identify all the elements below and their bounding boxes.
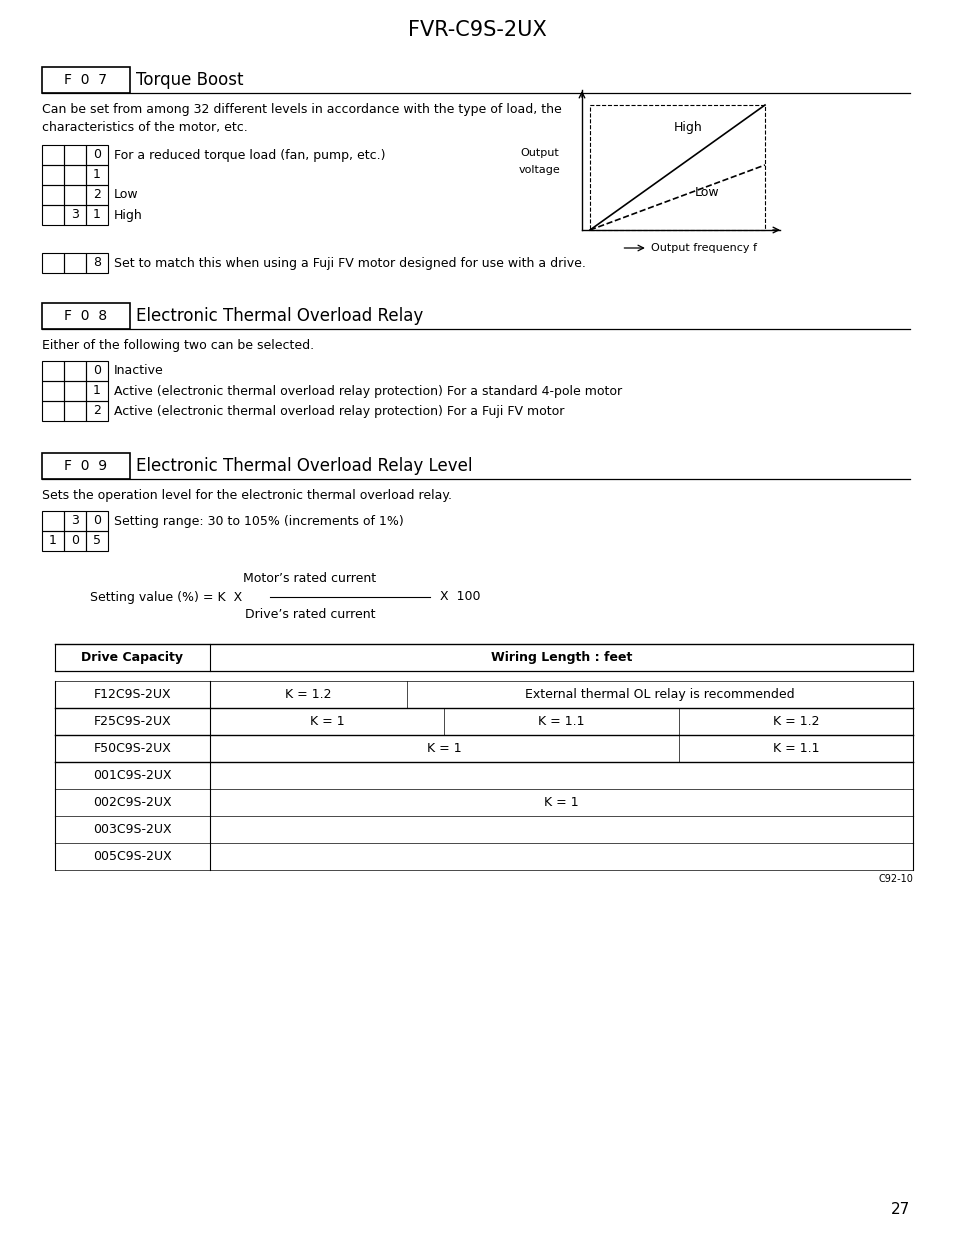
Text: F12C9S-2UX: F12C9S-2UX <box>93 688 172 701</box>
Text: 5: 5 <box>92 535 101 547</box>
Bar <box>64 401 86 421</box>
Text: 2: 2 <box>93 189 101 201</box>
Text: Sets the operation level for the electronic thermal overload relay.: Sets the operation level for the electro… <box>42 489 452 501</box>
Text: High: High <box>673 121 702 135</box>
Text: Electronic Thermal Overload Relay Level: Electronic Thermal Overload Relay Level <box>136 457 472 475</box>
Text: 2: 2 <box>93 405 101 417</box>
Bar <box>64 511 86 531</box>
Bar <box>86 361 108 382</box>
Bar <box>42 303 130 329</box>
Text: 0: 0 <box>71 535 79 547</box>
Bar <box>42 511 64 531</box>
Text: F  0  9: F 0 9 <box>65 459 108 473</box>
Bar <box>42 531 64 551</box>
Bar <box>64 253 86 273</box>
Text: characteristics of the motor, etc.: characteristics of the motor, etc. <box>42 121 248 133</box>
Text: K = 1.2: K = 1.2 <box>285 688 332 701</box>
Text: Either of the following two can be selected.: Either of the following two can be selec… <box>42 338 314 352</box>
Bar <box>64 205 86 225</box>
Bar <box>86 185 108 205</box>
Bar <box>42 185 64 205</box>
Text: F  0  7: F 0 7 <box>65 73 108 86</box>
Bar <box>589 105 764 230</box>
Text: F25C9S-2UX: F25C9S-2UX <box>93 715 172 727</box>
Text: Low: Low <box>695 186 719 199</box>
Text: K = 1: K = 1 <box>543 797 578 809</box>
Text: F  0  8: F 0 8 <box>65 309 108 324</box>
Text: Electronic Thermal Overload Relay: Electronic Thermal Overload Relay <box>136 308 423 325</box>
Bar <box>86 531 108 551</box>
Text: External thermal OL relay is recommended: External thermal OL relay is recommended <box>524 688 794 701</box>
Bar <box>42 67 130 93</box>
Bar <box>64 165 86 185</box>
Bar <box>64 382 86 401</box>
Text: 3: 3 <box>71 209 79 221</box>
Bar <box>42 253 64 273</box>
Text: Active (electronic thermal overload relay protection) For a Fuji FV motor: Active (electronic thermal overload rela… <box>113 405 564 417</box>
Bar <box>42 144 64 165</box>
Text: Torque Boost: Torque Boost <box>136 70 243 89</box>
Text: Motor’s rated current: Motor’s rated current <box>243 573 376 585</box>
Text: 003C9S-2UX: 003C9S-2UX <box>93 823 172 836</box>
Text: Low: Low <box>113 189 138 201</box>
Bar <box>64 361 86 382</box>
Text: Output frequency f: Output frequency f <box>651 243 757 253</box>
Bar <box>86 144 108 165</box>
Text: Setting range: 30 to 105% (increments of 1%): Setting range: 30 to 105% (increments of… <box>113 515 403 527</box>
Text: For a reduced torque load (fan, pump, etc.): For a reduced torque load (fan, pump, et… <box>113 148 385 162</box>
Bar <box>64 185 86 205</box>
Bar <box>42 453 130 479</box>
Text: 005C9S-2UX: 005C9S-2UX <box>93 850 172 863</box>
Bar <box>86 253 108 273</box>
Bar <box>64 531 86 551</box>
Text: Can be set from among 32 different levels in accordance with the type of load, t: Can be set from among 32 different level… <box>42 103 561 116</box>
Bar <box>42 401 64 421</box>
Text: C92-10: C92-10 <box>877 874 912 884</box>
Text: 002C9S-2UX: 002C9S-2UX <box>93 797 172 809</box>
Text: 0: 0 <box>92 148 101 162</box>
Text: 1: 1 <box>93 168 101 182</box>
Bar <box>86 205 108 225</box>
Text: 1: 1 <box>93 209 101 221</box>
Bar <box>64 144 86 165</box>
Text: K = 1.1: K = 1.1 <box>772 742 819 755</box>
Text: Output: Output <box>520 147 558 158</box>
Text: K = 1.1: K = 1.1 <box>537 715 584 727</box>
Text: Drive Capacity: Drive Capacity <box>81 651 183 664</box>
Text: 001C9S-2UX: 001C9S-2UX <box>93 769 172 782</box>
Text: Setting value (%) = K  X: Setting value (%) = K X <box>90 590 242 604</box>
Bar <box>86 401 108 421</box>
Text: K = 1.2: K = 1.2 <box>772 715 819 727</box>
Text: K = 1: K = 1 <box>310 715 344 727</box>
Bar <box>86 382 108 401</box>
Text: 0: 0 <box>92 364 101 378</box>
Text: 3: 3 <box>71 515 79 527</box>
Text: X  100: X 100 <box>439 590 480 604</box>
Text: 27: 27 <box>890 1203 909 1218</box>
Bar <box>42 205 64 225</box>
Text: voltage: voltage <box>518 165 560 175</box>
Text: 1: 1 <box>93 384 101 398</box>
Bar <box>42 382 64 401</box>
Text: Active (electronic thermal overload relay protection) For a standard 4-pole moto: Active (electronic thermal overload rela… <box>113 384 621 398</box>
Text: 8: 8 <box>92 257 101 269</box>
Bar <box>42 165 64 185</box>
Text: Inactive: Inactive <box>113 364 164 378</box>
Text: F50C9S-2UX: F50C9S-2UX <box>93 742 172 755</box>
Text: FVR-C9S-2UX: FVR-C9S-2UX <box>407 20 546 40</box>
Text: 1: 1 <box>49 535 57 547</box>
Text: K = 1: K = 1 <box>427 742 461 755</box>
Text: 0: 0 <box>92 515 101 527</box>
Text: Drive’s rated current: Drive’s rated current <box>245 609 375 621</box>
Bar <box>86 165 108 185</box>
Bar <box>86 511 108 531</box>
Text: High: High <box>113 209 143 221</box>
Text: Wiring Length : feet: Wiring Length : feet <box>490 651 632 664</box>
Bar <box>42 361 64 382</box>
Text: Set to match this when using a Fuji FV motor designed for use with a drive.: Set to match this when using a Fuji FV m… <box>113 257 585 269</box>
